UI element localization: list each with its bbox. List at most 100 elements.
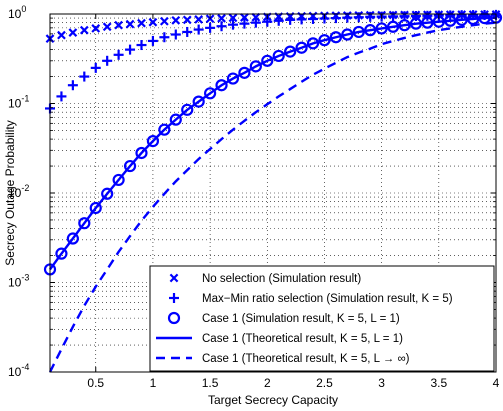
- data-point: [123, 159, 137, 173]
- data-point: [216, 21, 227, 32]
- circle-marker: [249, 60, 262, 73]
- legend-entry: Case 1 (Theoretical result, K = 5, L → ∞…: [156, 353, 410, 365]
- circle-marker: [135, 146, 148, 160]
- series-4: [49, 16, 497, 271]
- circle-marker: [306, 37, 320, 50]
- data-point: [204, 87, 217, 100]
- data-point: [148, 17, 158, 27]
- x-tick-label: 2: [264, 376, 271, 390]
- data-point: [318, 34, 331, 47]
- x-marker-stroke: [102, 22, 112, 32]
- data-point: [261, 54, 274, 67]
- circle-marker: [55, 247, 68, 260]
- circle-marker: [295, 41, 308, 54]
- y-tick-label: 10-2: [8, 183, 29, 200]
- data-point: [158, 123, 171, 136]
- legend-label: No selection (Simulation result): [202, 273, 361, 285]
- x-marker-stroke: [159, 16, 169, 26]
- data-point: [295, 41, 308, 54]
- data-point: [113, 49, 124, 60]
- data-point: [330, 13, 341, 24]
- data-point: [251, 12, 261, 22]
- data-point: [306, 37, 320, 50]
- x-tick-label: 1.5: [202, 376, 219, 390]
- data-point: [91, 24, 101, 33]
- y-axis-title: Secrecy Outage Probability: [3, 120, 17, 265]
- circle-marker: [215, 79, 228, 92]
- circle-marker: [318, 34, 331, 47]
- data-point: [55, 247, 68, 260]
- data-point: [147, 35, 158, 46]
- data-point: [284, 45, 297, 58]
- legend-entry: Case 1 (Theoretical result, K = 5, L = 1…: [156, 333, 403, 345]
- data-point: [171, 15, 181, 25]
- x-marker-stroke: [57, 30, 66, 40]
- data-point: [79, 25, 89, 35]
- x-tick-label: 3: [378, 376, 385, 390]
- data-point: [422, 10, 433, 21]
- legend-label: Case 1 (Theoretical result, K = 5, L = 1…: [202, 333, 403, 345]
- data-point: [296, 14, 307, 25]
- data-point: [170, 29, 181, 40]
- x-marker-stroke: [125, 19, 135, 29]
- data-point: [135, 146, 148, 160]
- x-marker-stroke: [251, 12, 261, 22]
- legend-label: Case 1 (Theoretical result, K = 5, L → ∞…: [202, 353, 410, 365]
- x-marker-stroke: [79, 25, 89, 35]
- circle-marker: [101, 187, 114, 200]
- data-point: [125, 19, 135, 29]
- circle-marker: [78, 217, 91, 230]
- circle-marker: [261, 54, 274, 67]
- x-marker-stroke: [148, 17, 158, 27]
- circle-marker: [112, 173, 125, 187]
- x-tick-label: 0.5: [87, 376, 104, 390]
- data-point: [205, 22, 216, 33]
- data-point: [78, 217, 91, 230]
- x-tick-label: 3.5: [430, 376, 447, 390]
- y-tick-label: 100: [8, 4, 26, 21]
- series-layer: [43, 9, 503, 373]
- x-marker-stroke: [240, 13, 249, 22]
- data-point: [193, 24, 204, 35]
- x-axis-title: Target Secrecy Capacity: [208, 393, 338, 407]
- data-point: [250, 17, 261, 28]
- data-point: [114, 20, 123, 30]
- x-marker-stroke: [137, 18, 146, 28]
- data-point: [125, 44, 136, 55]
- data-point: [159, 16, 169, 26]
- legend-label: Case 1 (Simulation result, K = 5, L = 1): [202, 313, 400, 325]
- data-point: [217, 13, 226, 23]
- data-point: [365, 11, 376, 22]
- data-point: [66, 232, 79, 245]
- data-point: [228, 13, 238, 23]
- legend-entry: No selection (Simulation result): [169, 273, 361, 285]
- circle-marker: [284, 45, 297, 58]
- legend-label: Max−Min ratio selection (Simulation resu…: [202, 293, 453, 305]
- data-point: [308, 13, 319, 24]
- y-tick-label: 10-1: [8, 94, 29, 111]
- data-point: [240, 13, 249, 22]
- data-point: [285, 14, 296, 25]
- x-marker-stroke: [68, 28, 78, 37]
- data-point: [182, 26, 193, 37]
- legend: No selection (Simulation result) Max−Min …: [149, 265, 495, 372]
- data-point: [182, 15, 192, 25]
- circle-marker: [158, 123, 171, 136]
- x-tick-label: 2.5: [316, 376, 333, 390]
- circle-marker: [181, 103, 194, 116]
- x-marker-stroke: [194, 15, 204, 24]
- data-point: [181, 103, 194, 116]
- circle-marker: [89, 201, 102, 215]
- circle-marker: [272, 49, 285, 63]
- circle-marker: [204, 87, 217, 100]
- circle-marker: [167, 311, 181, 325]
- x-marker-stroke: [171, 15, 181, 25]
- y-tick-label: 10-4: [8, 362, 29, 379]
- data-point: [101, 187, 114, 200]
- x-tick-label: 4: [493, 376, 500, 390]
- legend-entry: Case 1 (Simulation result, K = 5, L = 1): [167, 311, 400, 325]
- data-point: [67, 80, 78, 91]
- data-point: [388, 11, 399, 22]
- axis-ticks: 0.5 1 1.5 2 2.5 3 3.5 4 10-4 10-3 10-2 10-1 100: [8, 4, 500, 390]
